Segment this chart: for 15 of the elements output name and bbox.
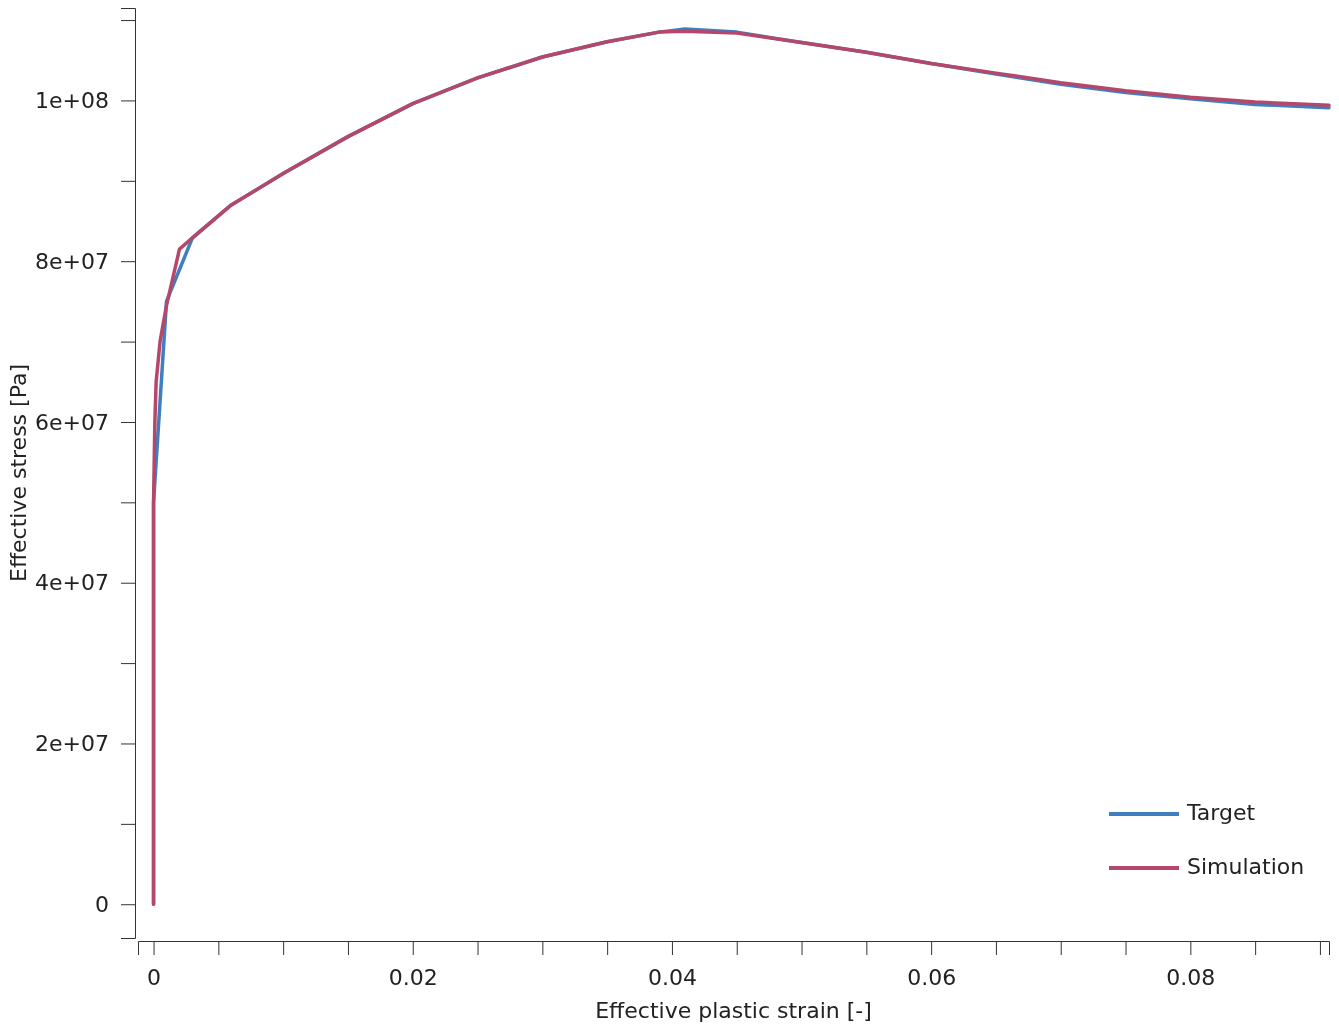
y-tick-label: 8e+07 (35, 248, 109, 274)
x-tick-label: 0.08 (1166, 964, 1216, 990)
y-tick-label: 1e+08 (35, 87, 109, 113)
y-tick-label: 4e+07 (35, 570, 109, 596)
legend-label: Simulation (1187, 854, 1305, 879)
x-tick-label: 0.04 (647, 964, 697, 990)
legend-label: Target (1186, 800, 1256, 825)
y-tick-label: 0 (95, 891, 109, 917)
x-tick-label: 0.06 (907, 964, 957, 990)
y-tick-label: 6e+07 (35, 409, 109, 435)
x-axis-title: Effective plastic strain [-] (595, 998, 872, 1023)
y-axis-title: Effective stress [Pa] (6, 363, 31, 583)
y-tick-label: 2e+07 (35, 731, 109, 757)
x-tick-label: 0.02 (388, 964, 438, 990)
x-tick-label: 0 (147, 964, 162, 990)
